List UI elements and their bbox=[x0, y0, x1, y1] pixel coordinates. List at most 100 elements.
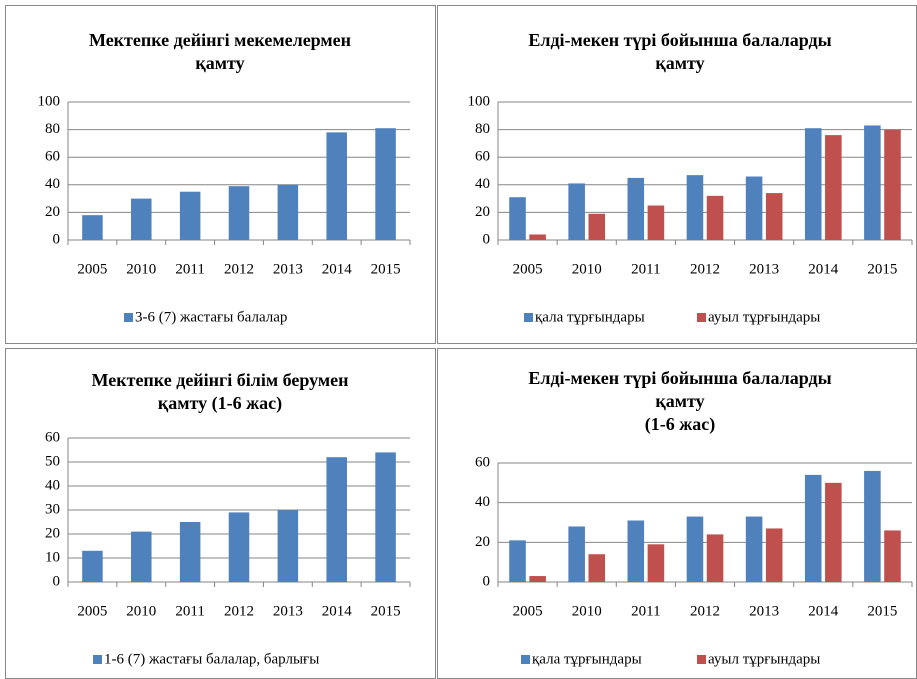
bar bbox=[804, 128, 822, 240]
legend-label: ауыл тұрғындары bbox=[708, 309, 820, 325]
legend-swatch bbox=[93, 655, 102, 664]
chart-title: қамту bbox=[195, 53, 244, 73]
x-tick-label: 2014 bbox=[322, 261, 353, 277]
bar bbox=[647, 544, 665, 582]
bar bbox=[82, 215, 103, 240]
bar bbox=[765, 193, 783, 240]
x-tick-label: 2014 bbox=[322, 603, 353, 619]
x-tick-label: 2005 bbox=[77, 603, 107, 619]
bar bbox=[864, 125, 881, 240]
bar bbox=[568, 526, 585, 582]
y-tick-label: 80 bbox=[45, 121, 60, 137]
legend-label: 1-6 (7) жастағы балалар, барлығы bbox=[104, 651, 319, 667]
bar bbox=[326, 457, 347, 582]
x-tick-label: 2010 bbox=[126, 261, 156, 277]
bar bbox=[825, 482, 842, 582]
x-tick-label: 2012 bbox=[690, 261, 720, 277]
x-tick-label: 2013 bbox=[273, 603, 303, 619]
bar bbox=[686, 516, 704, 582]
x-tick-label: 2011 bbox=[631, 261, 660, 277]
x-tick-label: 2013 bbox=[749, 603, 779, 619]
legend-label: қала тұрғындары bbox=[535, 309, 645, 325]
legend-swatch bbox=[524, 313, 533, 322]
bar bbox=[568, 183, 585, 240]
x-tick-label: 2013 bbox=[749, 261, 779, 277]
chart-title: қамту bbox=[655, 53, 704, 73]
y-tick-label: 20 bbox=[475, 204, 490, 220]
bar bbox=[509, 540, 526, 582]
x-tick-label: 2015 bbox=[867, 603, 897, 619]
chart-title: (1-6 жас) bbox=[645, 414, 716, 435]
x-tick-label: 2012 bbox=[690, 603, 720, 619]
bar bbox=[627, 520, 645, 582]
x-tick-label: 2014 bbox=[808, 261, 839, 277]
bar bbox=[627, 177, 645, 240]
y-tick-label: 40 bbox=[45, 176, 60, 192]
y-tick-label: 50 bbox=[45, 453, 60, 469]
y-tick-label: 100 bbox=[38, 93, 61, 109]
bar bbox=[745, 516, 763, 582]
y-tick-label: 40 bbox=[475, 176, 490, 192]
bar bbox=[529, 234, 546, 240]
x-tick-label: 2010 bbox=[572, 603, 602, 619]
y-tick-label: 100 bbox=[468, 93, 491, 109]
x-tick-label: 2012 bbox=[224, 261, 254, 277]
chart-title: Мектепке дейінгі білім берумен bbox=[91, 370, 348, 390]
legend-swatch bbox=[697, 313, 706, 322]
y-tick-label: 0 bbox=[483, 231, 491, 247]
x-tick-label: 2010 bbox=[572, 261, 602, 277]
bar bbox=[82, 550, 103, 582]
bar bbox=[326, 132, 347, 240]
chart-title: қамту bbox=[655, 391, 704, 411]
bar bbox=[706, 195, 724, 240]
y-tick-label: 80 bbox=[475, 121, 490, 137]
chart-title: Мектепке дейінгі мекемелермен bbox=[89, 30, 351, 50]
y-tick-label: 20 bbox=[45, 204, 60, 220]
x-tick-label: 2011 bbox=[175, 261, 204, 277]
bar bbox=[375, 452, 396, 582]
x-tick-label: 2015 bbox=[867, 261, 897, 277]
x-tick-label: 2015 bbox=[371, 603, 401, 619]
y-tick-label: 0 bbox=[53, 573, 61, 589]
bar bbox=[588, 213, 606, 240]
y-tick-label: 20 bbox=[45, 525, 60, 541]
y-tick-label: 40 bbox=[475, 494, 490, 510]
chart-title: Елді-мекен түрі бойынша балаларды bbox=[528, 368, 831, 388]
y-tick-label: 60 bbox=[475, 149, 490, 165]
panel-frame bbox=[5, 5, 436, 344]
y-tick-label: 0 bbox=[53, 231, 61, 247]
bar bbox=[884, 530, 901, 582]
x-tick-label: 2012 bbox=[224, 603, 254, 619]
x-tick-label: 2005 bbox=[513, 603, 543, 619]
x-tick-label: 2013 bbox=[273, 261, 303, 277]
bar bbox=[509, 197, 526, 240]
x-tick-label: 2011 bbox=[175, 603, 204, 619]
legend-swatch bbox=[697, 655, 706, 664]
x-tick-label: 2011 bbox=[631, 603, 660, 619]
bar bbox=[179, 522, 201, 582]
bar bbox=[375, 128, 396, 240]
y-tick-label: 20 bbox=[475, 534, 490, 550]
legend-swatch bbox=[124, 313, 133, 322]
legend-swatch bbox=[521, 655, 530, 664]
y-tick-label: 40 bbox=[45, 477, 60, 493]
y-tick-label: 0 bbox=[483, 573, 491, 589]
bar bbox=[765, 528, 783, 582]
legend-label: қала тұрғындары bbox=[532, 651, 642, 667]
y-tick-label: 60 bbox=[45, 149, 60, 165]
bar bbox=[686, 175, 704, 240]
bar bbox=[864, 470, 881, 582]
x-tick-label: 2014 bbox=[808, 603, 839, 619]
bar bbox=[884, 129, 901, 240]
y-tick-label: 60 bbox=[475, 454, 490, 470]
x-tick-label: 2015 bbox=[371, 261, 401, 277]
y-tick-label: 30 bbox=[45, 501, 60, 517]
bar bbox=[277, 510, 299, 582]
chart-title: Елді-мекен түрі бойынша балаларды bbox=[528, 30, 831, 50]
legend-label: ауыл тұрғындары bbox=[708, 651, 820, 667]
bar bbox=[588, 554, 606, 582]
x-tick-label: 2005 bbox=[77, 261, 107, 277]
x-tick-label: 2010 bbox=[126, 603, 156, 619]
bar bbox=[825, 135, 842, 240]
